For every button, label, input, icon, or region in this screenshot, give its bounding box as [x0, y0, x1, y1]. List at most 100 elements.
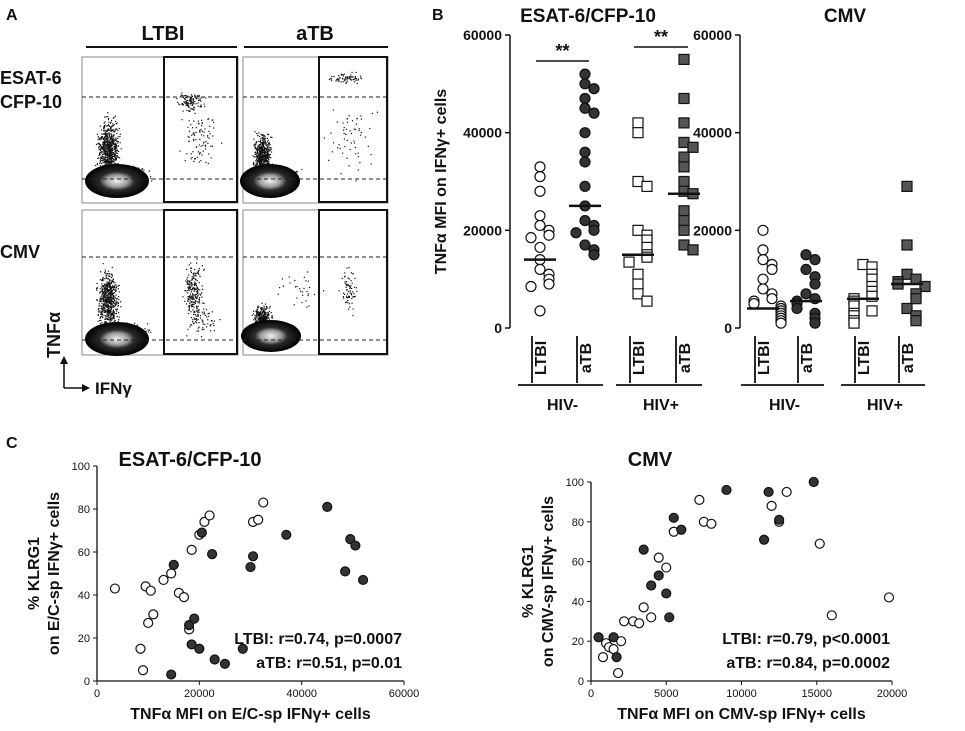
data-point	[638, 602, 649, 613]
flow-event-dot	[260, 150, 262, 152]
data-point	[579, 156, 591, 168]
flow-event-dot	[99, 300, 101, 302]
flow-event-dot	[268, 147, 270, 149]
flow-event-dot	[101, 152, 103, 154]
flow-event-dot	[198, 274, 200, 276]
flow-event-dot	[110, 126, 112, 128]
flow-event-dot	[95, 143, 98, 145]
flow-event-dot	[111, 160, 113, 162]
flow-event-dot	[101, 315, 103, 317]
flow-event-dot	[103, 153, 105, 155]
chart-title: ESAT-6/CFP-10	[520, 6, 656, 27]
flow-event-dot	[196, 306, 198, 308]
flow-event-dot	[105, 147, 107, 149]
flow-event-dot	[109, 299, 111, 301]
flow-event-dot	[105, 133, 107, 135]
flow-event-dot	[260, 307, 262, 309]
flow-event-dot	[102, 292, 104, 294]
flow-event-dot	[109, 284, 111, 286]
flow-event-dot	[106, 138, 108, 140]
flow-event-dot	[96, 288, 98, 290]
flow-event-dot	[267, 157, 269, 159]
flow-event-dot	[108, 273, 110, 275]
flow-event-dot	[268, 307, 270, 309]
flow-event-dot	[100, 313, 102, 315]
flow-event-dot	[191, 108, 193, 110]
flow-event-dot	[213, 127, 215, 129]
flow-event-dot	[194, 272, 196, 275]
flow-event-dot	[100, 310, 102, 312]
flow-event-dot	[113, 131, 115, 133]
flow-event-dot	[262, 143, 264, 145]
flow-event-dot	[111, 147, 113, 149]
flow-event-dot	[108, 142, 110, 144]
flow-event-dot	[114, 153, 116, 155]
flow-event-dot	[268, 310, 270, 313]
flow-event-dot	[261, 315, 263, 317]
flow-event-dot	[109, 283, 111, 285]
flow-event-dot	[101, 290, 104, 292]
flow-event-dot	[181, 95, 183, 97]
flow-event-dot	[100, 299, 102, 301]
flow-event-dot	[113, 305, 115, 307]
flow-event-dot	[193, 290, 195, 292]
flow-event-dot	[114, 303, 116, 305]
flow-event-dot	[104, 121, 106, 123]
flow-event-dot	[348, 295, 350, 298]
series-hiv-atb	[790, 249, 822, 329]
flow-event-dot	[202, 288, 204, 290]
flow-event-dot	[191, 285, 193, 287]
flow-event-dot	[260, 316, 262, 318]
flow-event-dot	[192, 295, 194, 297]
flow-event-dot	[104, 286, 106, 288]
data-point	[189, 613, 200, 624]
flow-event-dot	[267, 312, 269, 314]
flow-event-dot	[258, 318, 261, 320]
data-point	[570, 227, 582, 239]
flow-event-dot	[342, 75, 345, 77]
flow-event-dot	[198, 97, 200, 99]
flow-event-dot	[113, 123, 115, 126]
flow-event-dot	[108, 141, 110, 144]
correlation-stat: aTB: r=0.84, p=0.0002	[726, 655, 890, 672]
flow-event-dot	[271, 315, 273, 318]
flow-event-dot	[106, 307, 108, 309]
flow-event-dot	[109, 156, 111, 158]
flow-event-dot	[104, 290, 106, 292]
flow-event-dot	[353, 293, 355, 295]
flow-event-dot	[303, 276, 305, 278]
flow-event-dot	[263, 156, 265, 158]
flow-event-dot	[113, 301, 115, 303]
flow-event-dot	[307, 280, 309, 282]
flow-event-dot	[104, 308, 106, 310]
flow-event-dot	[354, 78, 356, 80]
flow-event-dot	[202, 144, 204, 146]
flow-event-dot	[203, 269, 205, 271]
flow-event-dot	[255, 320, 257, 322]
flow-event-dot	[344, 282, 346, 284]
flow-event-dot	[255, 149, 257, 151]
flow-event-dot	[209, 125, 211, 127]
panel-label-a: A	[6, 7, 18, 24]
flow-event-dot	[111, 275, 113, 277]
flow-event-dot	[200, 104, 202, 106]
flow-event-dot	[104, 321, 106, 323]
flow-event-dot	[197, 288, 199, 290]
flow-event-dot	[201, 122, 203, 124]
flow-event-dot	[261, 148, 263, 150]
flow-event-dot	[260, 154, 262, 156]
flow-event-dot	[188, 140, 190, 142]
data-point	[543, 278, 555, 290]
flow-event-dot	[201, 130, 203, 132]
flow-event-dot	[263, 307, 265, 309]
flow-event-dot	[107, 152, 109, 154]
flow-event-dot	[187, 288, 190, 290]
flow-event-dot	[149, 329, 151, 331]
flow-event-dot	[115, 123, 117, 125]
flow-event-dot	[110, 306, 112, 308]
flow-event-dot	[194, 288, 196, 291]
flow-event-dot	[254, 318, 257, 320]
flow-event-dot	[114, 296, 116, 298]
flow-event-dot	[114, 151, 117, 153]
flow-event-dot	[109, 290, 111, 292]
